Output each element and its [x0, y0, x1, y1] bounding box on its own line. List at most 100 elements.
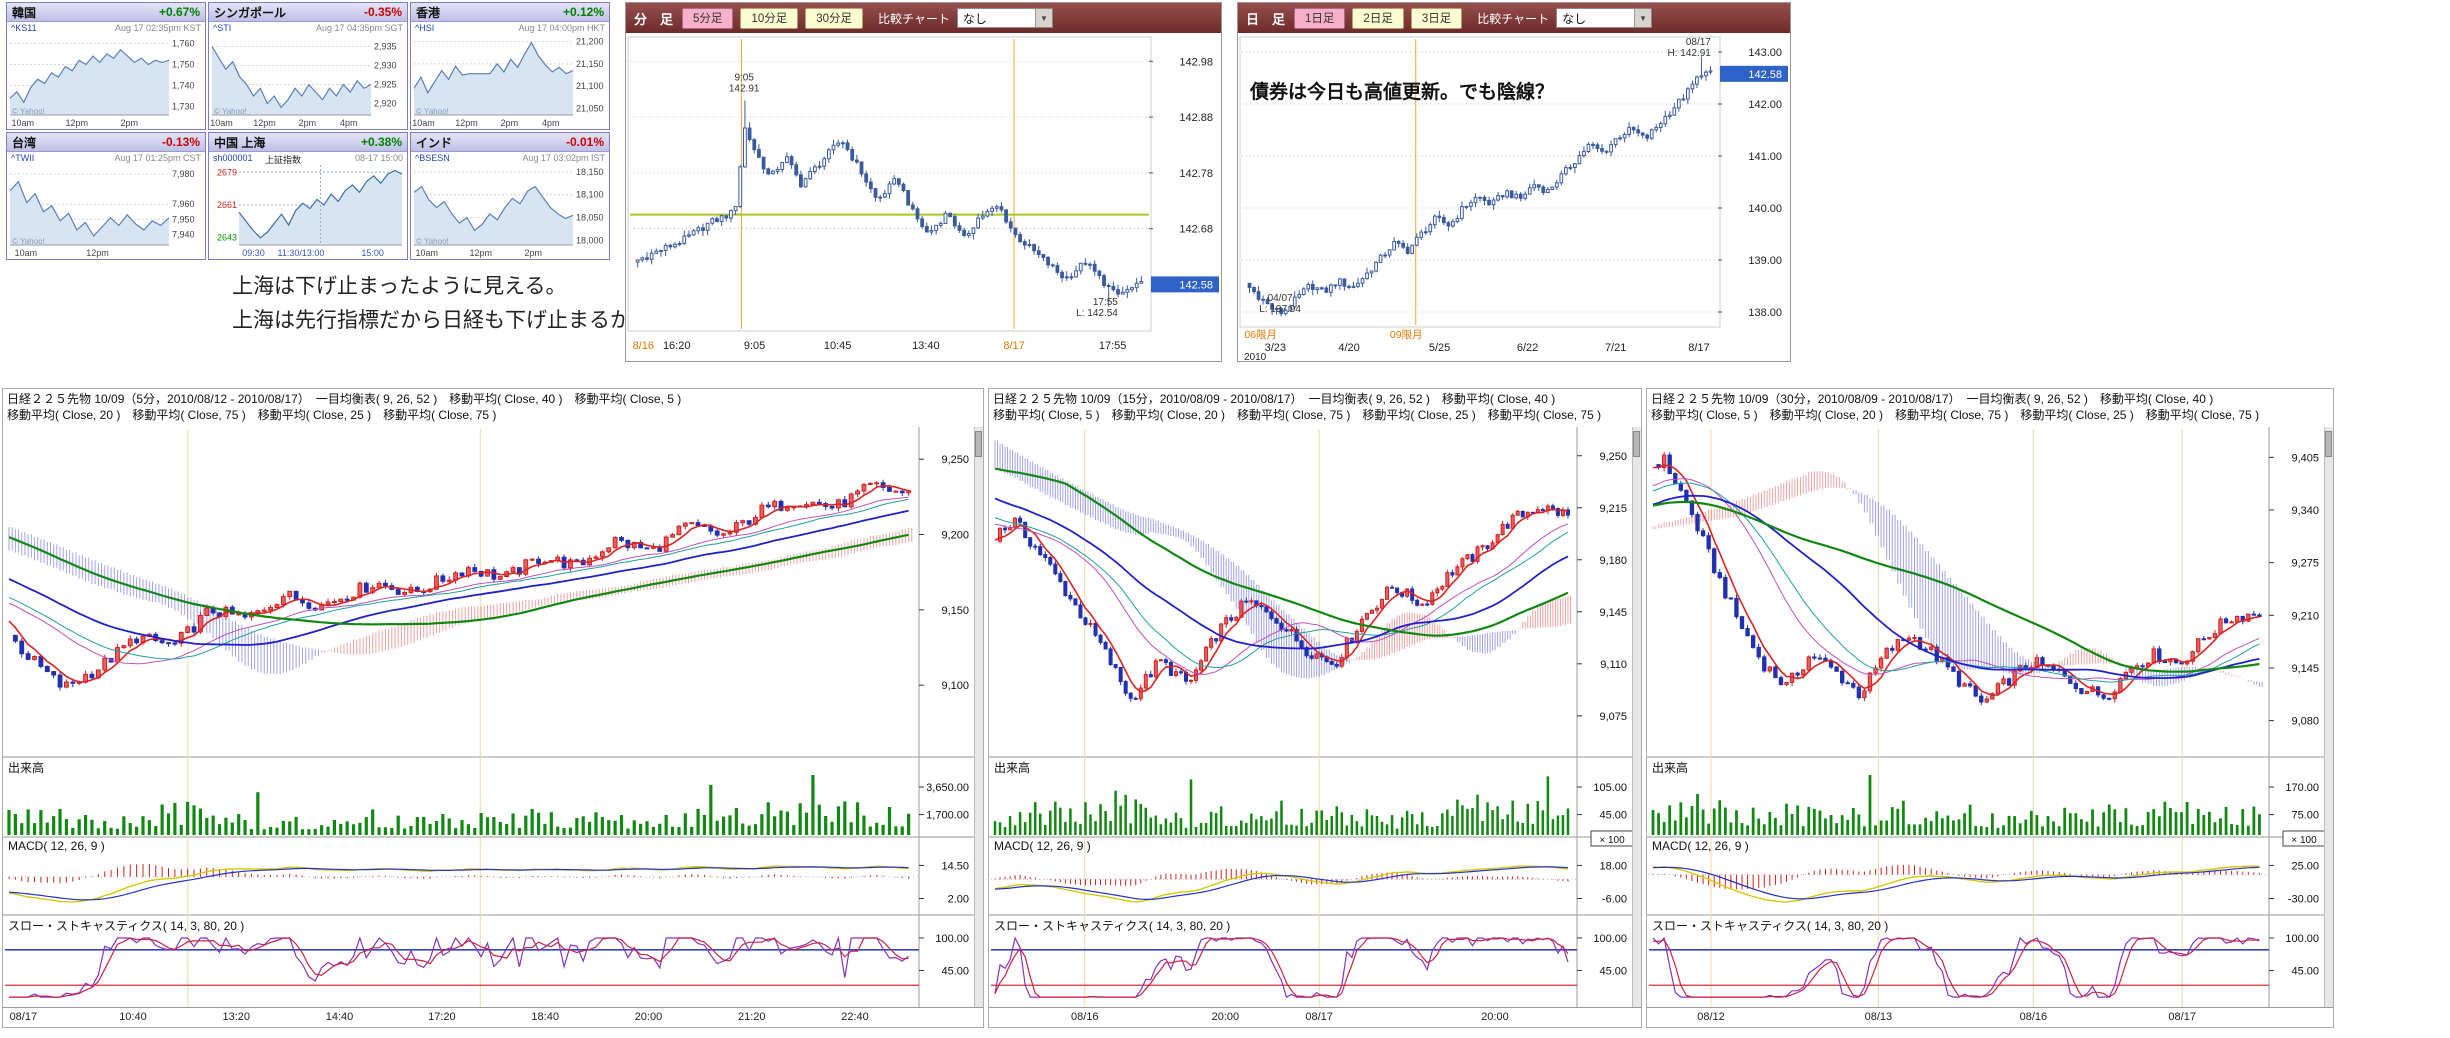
svg-text:9,080: 9,080 [2291, 716, 2319, 728]
quote-timestamp: 08-17 15:00 [355, 153, 403, 163]
tech-panel-5min: 日経２２５先物 10/09（5分，2010/08/12 - 2010/08/17… [2, 388, 984, 1028]
svg-text:04/07: 04/07 [1268, 293, 1293, 304]
daily-chart-canvas[interactable]: 債券は今日も高値更新。でも陰線？ 143.00142.00141.00140.0… [1238, 33, 1790, 361]
svg-text:21,100: 21,100 [576, 81, 604, 91]
svg-text:12pm: 12pm [455, 118, 478, 128]
timeframe-button-1day[interactable]: 1日足 [1294, 8, 1345, 29]
compare-chart-select[interactable]: なし ▼ [1556, 8, 1652, 28]
svg-text:18.00: 18.00 [1599, 860, 1627, 872]
minute-chart-canvas[interactable]: 142.98142.88142.78142.689:05142.9117:55L… [626, 33, 1221, 361]
ticker-symbol[interactable]: ^TWII [11, 153, 34, 163]
svg-text:142.58: 142.58 [1179, 279, 1213, 291]
x-axis-label: 08/16 [1071, 1011, 1099, 1023]
volume-section-label: 出来高 [1652, 759, 1688, 776]
svg-text:14.50: 14.50 [941, 860, 969, 872]
svg-text:10am: 10am [11, 118, 34, 128]
timeframe-button-5min[interactable]: 5分足 [682, 8, 733, 29]
ticker-symbol[interactable]: ^HSI [415, 23, 434, 33]
svg-text:142.91: 142.91 [729, 83, 760, 94]
svg-text:-30.00: -30.00 [2288, 894, 2319, 906]
svg-text:4pm: 4pm [542, 118, 560, 128]
svg-text:17:55: 17:55 [1099, 340, 1127, 352]
svg-text:18,000: 18,000 [576, 235, 604, 245]
mini-chart-canvas[interactable]: ^HSI Aug 17 04:00pm HKT © Yahoo! 21,2002… [411, 22, 609, 129]
comment-line-2: 上海は先行指標だから日経も下げ止まるか [232, 304, 631, 338]
scrollbar-thumb[interactable] [1633, 431, 1640, 457]
timeframe-button-30min[interactable]: 30分足 [805, 8, 863, 29]
svg-text:142.58: 142.58 [1748, 69, 1782, 81]
svg-text:7,950: 7,950 [172, 214, 195, 224]
comment-line-1: 上海は下げ止まったように見える。 [232, 270, 631, 304]
x-axis-label: 20:00 [635, 1011, 663, 1023]
svg-text:11:30/13:00: 11:30/13:00 [277, 248, 324, 258]
mini-chart-taiwan[interactable]: 台湾 -0.13% ^TWII Aug 17 01:25pm CST © Yah… [6, 132, 206, 260]
scrollbar-thumb[interactable] [975, 431, 982, 457]
market-change-badge: -0.35% [364, 5, 402, 19]
mini-chart-canvas[interactable]: ^STI Aug 17 04:35pm SGT © Yahoo! 2,9352,… [209, 22, 407, 129]
mini-chart-canvas[interactable]: ^BSESN Aug 17 03:02pm IST © Yahoo! 18,15… [411, 152, 609, 259]
svg-text:18,150: 18,150 [576, 167, 604, 177]
mini-chart-singapore[interactable]: シンガポール -0.35% ^STI Aug 17 04:35pm SGT © … [208, 2, 408, 130]
ticker-symbol[interactable]: ^KS11 [11, 23, 37, 33]
market-name: 中国 上海 [214, 134, 265, 151]
mini-chart-canvas[interactable]: ^TWII Aug 17 01:25pm CST © Yahoo! 7,9807… [7, 152, 205, 259]
svg-text:12pm: 12pm [470, 248, 493, 258]
svg-text:143.00: 143.00 [1748, 47, 1782, 59]
svg-text:9,210: 9,210 [2291, 610, 2319, 622]
volume-section-label: 出来高 [8, 759, 44, 776]
mini-chart-canvas[interactable]: ^KS11 Aug 17 02:35pm KST © Yahoo! 1,7601… [7, 22, 205, 129]
x-axis-label: 10:40 [119, 1011, 147, 1023]
svg-text:09:30: 09:30 [242, 248, 265, 258]
market-change-badge: -0.01% [566, 135, 604, 149]
svg-text:142.78: 142.78 [1179, 168, 1213, 180]
mini-chart-canvas[interactable]: sh000001 上証指数 08-17 15:00 26792661264309… [209, 152, 407, 259]
compare-chart-select[interactable]: なし ▼ [957, 8, 1053, 28]
timeframe-button-3day[interactable]: 3日足 [1411, 8, 1462, 29]
svg-text:9,075: 9,075 [1599, 711, 1627, 723]
market-name: 韓国 [12, 4, 36, 21]
svg-text:21,150: 21,150 [576, 59, 604, 69]
svg-text:12pm: 12pm [253, 118, 276, 128]
tech-chart-canvas[interactable]: 出来高 MACD( 12, 26, 9 ) スロー・ストキャスティクス( 14,… [1647, 427, 2333, 1007]
panel-scrollbar[interactable] [1632, 427, 1641, 1007]
svg-text:2,935: 2,935 [374, 41, 397, 51]
market-change-badge: +0.38% [361, 135, 402, 149]
svg-text:8/17: 8/17 [1688, 342, 1709, 354]
ticker-symbol[interactable]: sh000001 [213, 153, 253, 163]
timeframe-button-2day[interactable]: 2日足 [1352, 8, 1403, 29]
volume-section-label: 出来高 [994, 759, 1030, 776]
mini-chart-shanghai[interactable]: 中国 上海 +0.38% sh000001 上証指数 08-17 15:00 2… [208, 132, 408, 260]
tech-chart-canvas[interactable]: 出来高 MACD( 12, 26, 9 ) スロー・ストキャスティクス( 14,… [3, 427, 983, 1007]
panel-scrollbar[interactable] [2324, 427, 2333, 1007]
svg-text:9:05: 9:05 [734, 72, 754, 83]
svg-text:10:45: 10:45 [824, 340, 852, 352]
svg-text:2643: 2643 [217, 233, 237, 243]
timeframe-button-10min[interactable]: 10分足 [740, 8, 798, 29]
x-axis-label: 22:40 [841, 1011, 869, 1023]
panel-scrollbar[interactable] [974, 427, 983, 1007]
mini-chart-korea[interactable]: 韓国 +0.67% ^KS11 Aug 17 02:35pm KST © Yah… [6, 2, 206, 130]
chevron-down-icon: ▼ [1634, 9, 1651, 27]
stochastics-section-label: スロー・ストキャスティクス( 14, 3, 80, 20 ) [1652, 917, 1888, 934]
svg-text:9,150: 9,150 [941, 605, 969, 617]
index-name-label: 上証指数 [265, 153, 301, 166]
svg-text:17:55: 17:55 [1093, 297, 1118, 308]
svg-text:7,940: 7,940 [172, 229, 195, 239]
x-axis-label: 08/17 [2168, 1011, 2196, 1023]
mini-chart-hongkong[interactable]: 香港 +0.12% ^HSI Aug 17 04:00pm HKT © Yaho… [410, 2, 610, 130]
tech-panel-title: 日経２２５先物 10/09（15分，2010/08/09 - 2010/08/1… [993, 391, 1637, 407]
tech-chart-canvas[interactable]: 出来高 MACD( 12, 26, 9 ) スロー・ストキャスティクス( 14,… [989, 427, 1641, 1007]
x-axis-label: 08/17 [10, 1011, 38, 1023]
svg-text:105.00: 105.00 [1593, 782, 1627, 794]
svg-text:4pm: 4pm [340, 118, 358, 128]
ticker-symbol[interactable]: ^STI [213, 23, 231, 33]
user-comment: 上海は下げ止まったように見える。 上海は先行指標だから日経も下げ止まるか [232, 270, 631, 338]
bond-minute-panel: 分 足 5分足 10分足 30分足 比較チャート なし ▼ 142.98142.… [625, 2, 1222, 362]
chart-type-label: 分 足 [634, 9, 673, 28]
svg-text:100.00: 100.00 [935, 933, 969, 945]
ticker-symbol[interactable]: ^BSESN [415, 153, 450, 163]
svg-text:× 100: × 100 [1599, 835, 1625, 846]
mini-chart-india[interactable]: インド -0.01% ^BSESN Aug 17 03:02pm IST © Y… [410, 132, 610, 260]
scrollbar-thumb[interactable] [2325, 431, 2332, 457]
svg-text:100.00: 100.00 [1593, 933, 1627, 945]
